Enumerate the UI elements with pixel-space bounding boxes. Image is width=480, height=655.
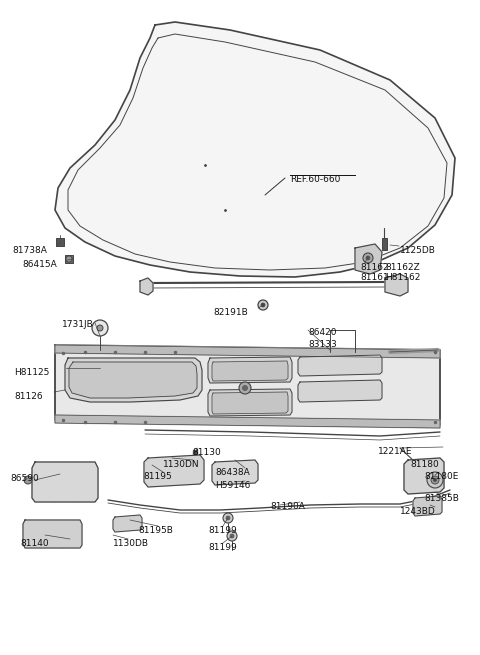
Circle shape [431,476,439,484]
Text: 1731JB: 1731JB [62,320,94,329]
Circle shape [92,320,108,336]
Text: 1130DN: 1130DN [163,460,200,469]
Polygon shape [55,345,440,425]
Polygon shape [413,496,442,516]
Circle shape [261,303,265,307]
Text: H81162: H81162 [385,273,420,282]
Polygon shape [144,455,204,487]
Text: 1221AE: 1221AE [378,447,412,456]
Text: 81180E: 81180E [424,472,458,481]
Text: 81180: 81180 [410,460,439,469]
Circle shape [66,256,72,262]
Text: 1130DB: 1130DB [113,539,149,548]
Polygon shape [140,278,153,295]
Text: 81162: 81162 [360,263,389,272]
Polygon shape [212,460,258,485]
Polygon shape [298,355,382,376]
Circle shape [363,253,373,263]
Text: 81130: 81130 [192,448,221,457]
Polygon shape [55,415,440,428]
Polygon shape [55,22,455,277]
Text: 86590: 86590 [10,474,39,483]
Polygon shape [208,389,292,416]
Text: 81385B: 81385B [424,494,459,503]
Text: 81161: 81161 [360,273,389,282]
Circle shape [97,325,103,331]
Circle shape [366,256,370,260]
Polygon shape [208,357,292,383]
Text: 83133: 83133 [308,340,337,349]
Bar [65,255,73,263]
Bar [382,238,387,250]
Text: 81190A: 81190A [270,502,305,511]
Circle shape [239,382,251,394]
Text: 82191B: 82191B [213,308,248,317]
Circle shape [242,386,248,390]
Text: 86420: 86420 [308,328,336,337]
Polygon shape [32,462,98,502]
Polygon shape [55,345,440,358]
Text: H59146: H59146 [215,481,251,490]
Text: 81126: 81126 [14,392,43,401]
Circle shape [227,531,237,541]
Circle shape [24,476,32,484]
Polygon shape [298,380,382,402]
Polygon shape [404,458,444,494]
Circle shape [223,513,233,523]
Text: 81162Z: 81162Z [385,263,420,272]
Polygon shape [23,520,82,548]
Polygon shape [212,392,288,414]
Circle shape [226,516,230,520]
Text: 81195B: 81195B [138,526,173,535]
Polygon shape [212,361,288,381]
Text: 1243BD: 1243BD [400,507,436,516]
Text: 81199: 81199 [208,526,237,535]
Text: 81140: 81140 [20,539,48,548]
Text: 86438A: 86438A [215,468,250,477]
Polygon shape [355,244,382,274]
Circle shape [427,472,443,488]
Polygon shape [113,515,142,532]
Text: 81738A: 81738A [12,246,47,255]
Text: H81125: H81125 [14,368,49,377]
Polygon shape [69,362,197,398]
Polygon shape [385,274,408,296]
Text: 86415A: 86415A [22,260,57,269]
Circle shape [230,534,234,538]
Circle shape [433,479,436,481]
Circle shape [258,300,268,310]
Polygon shape [65,358,202,402]
Text: 81195: 81195 [143,472,172,481]
Text: REF.60-660: REF.60-660 [290,175,340,184]
Text: 81199: 81199 [208,543,237,552]
Bar [56,238,64,246]
Text: 1125DB: 1125DB [400,246,436,255]
